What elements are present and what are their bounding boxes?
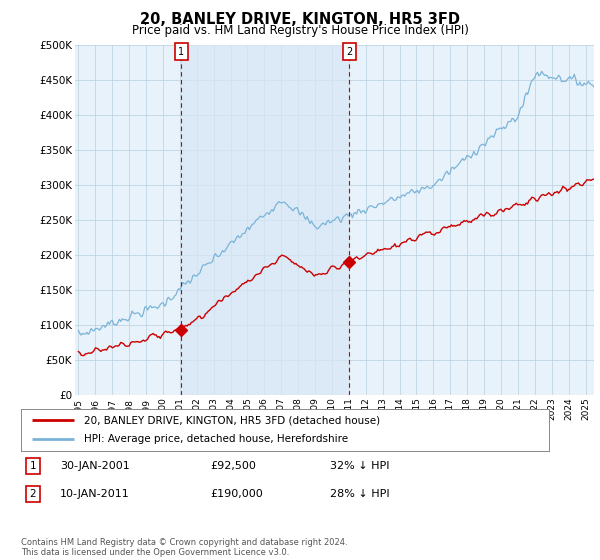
Text: 2: 2 [346,47,353,57]
Text: Price paid vs. HM Land Registry's House Price Index (HPI): Price paid vs. HM Land Registry's House … [131,24,469,36]
Text: 20, BANLEY DRIVE, KINGTON, HR5 3FD: 20, BANLEY DRIVE, KINGTON, HR5 3FD [140,12,460,27]
Text: 1: 1 [178,47,184,57]
Text: 10-JAN-2011: 10-JAN-2011 [60,489,130,499]
Text: 32% ↓ HPI: 32% ↓ HPI [330,461,389,471]
Text: 1: 1 [29,461,37,471]
Text: HPI: Average price, detached house, Herefordshire: HPI: Average price, detached house, Here… [85,435,349,445]
Text: 28% ↓ HPI: 28% ↓ HPI [330,489,389,499]
Text: 20, BANLEY DRIVE, KINGTON, HR5 3FD (detached house): 20, BANLEY DRIVE, KINGTON, HR5 3FD (deta… [85,415,380,425]
Bar [181,45,349,395]
Text: 30-JAN-2001: 30-JAN-2001 [60,461,130,471]
Text: £190,000: £190,000 [210,489,263,499]
Text: Contains HM Land Registry data © Crown copyright and database right 2024.
This d: Contains HM Land Registry data © Crown c… [21,538,347,557]
Text: £92,500: £92,500 [210,461,256,471]
Text: 2: 2 [29,489,37,499]
